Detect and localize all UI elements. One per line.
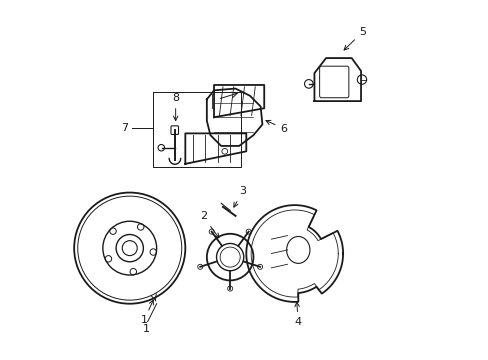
Text: 5: 5: [344, 27, 366, 50]
Text: 6: 6: [265, 120, 287, 134]
Text: 1: 1: [142, 324, 149, 334]
Text: 8: 8: [172, 93, 179, 121]
Text: 2: 2: [199, 211, 219, 238]
Circle shape: [122, 240, 137, 256]
Text: 3: 3: [233, 186, 245, 207]
Text: 4: 4: [294, 302, 301, 327]
Text: 7: 7: [121, 123, 128, 133]
Text: 1: 1: [141, 300, 153, 325]
